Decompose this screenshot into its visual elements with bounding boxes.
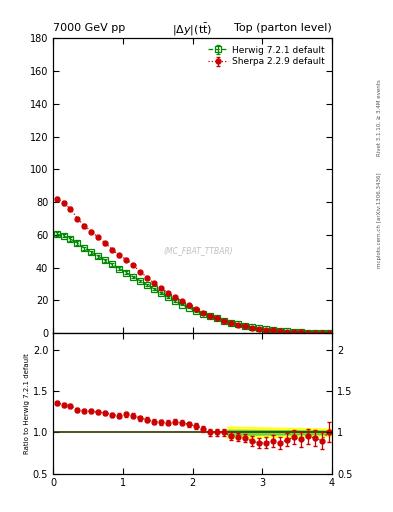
Text: mcplots.cern.ch [arXiv:1306.3436]: mcplots.cern.ch [arXiv:1306.3436]	[377, 173, 382, 268]
Text: (MC_FBAT_TTBAR): (MC_FBAT_TTBAR)	[163, 246, 233, 255]
Title: $|\Delta y|(\mathrm{t\bar{t}})$: $|\Delta y|(\mathrm{t\bar{t}})$	[173, 22, 213, 38]
Y-axis label: Ratio to Herwig 7.2.1 default: Ratio to Herwig 7.2.1 default	[24, 353, 30, 454]
Text: 7000 GeV pp: 7000 GeV pp	[53, 23, 125, 33]
Text: Rivet 3.1.10, ≥ 3.4M events: Rivet 3.1.10, ≥ 3.4M events	[377, 79, 382, 156]
Text: Top (parton level): Top (parton level)	[234, 23, 332, 33]
Legend: Herwig 7.2.1 default, Sherpa 2.2.9 default: Herwig 7.2.1 default, Sherpa 2.2.9 defau…	[205, 43, 328, 69]
